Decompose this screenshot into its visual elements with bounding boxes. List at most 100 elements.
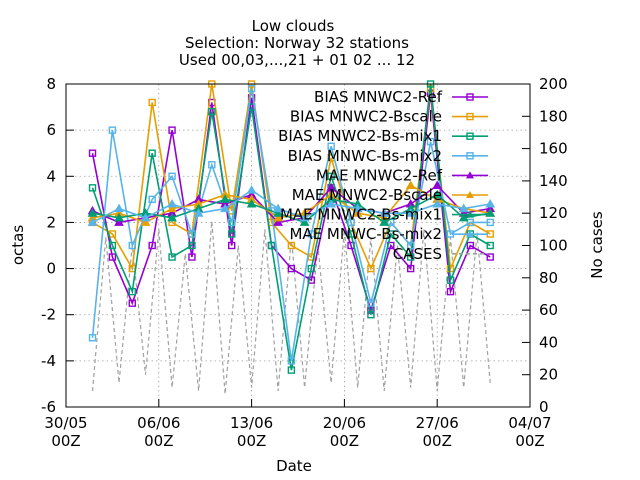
data-point [327,172,335,180]
data-point [220,203,230,213]
data-point [267,241,276,250]
y2-tick-label: 0 [539,398,549,416]
data-point [379,217,390,226]
data-point [108,126,117,134]
data-point [327,142,335,150]
data-point [108,253,117,261]
data-point [228,241,236,250]
data-point [140,217,151,226]
x-tick-label: 00Z [144,432,173,450]
legend-label: BIAS MNWC2-Bs-mix1 [278,127,442,145]
data-point [128,241,136,250]
legend-marker [466,171,474,179]
data-point [247,84,256,93]
data-point [406,264,415,273]
data-point [247,94,256,102]
data-point [352,203,363,213]
y-tick-label: -4 [41,352,56,370]
series-line [91,88,491,362]
y2-tick-label: 100 [539,237,568,255]
y2-tick-label: 40 [539,333,558,351]
y-axis: -6 -4 -2 0 2 4 6 8 [41,75,74,416]
data-point [405,208,416,217]
data-point [405,180,416,190]
series-cases [91,221,491,395]
y2-axis: 0 20 40 60 80 100 120 140 160 180 200 [522,75,568,416]
legend-label: MAE MNWC2-Ref [316,166,443,184]
data-point [193,208,204,217]
data-point [167,212,177,222]
data-point [486,230,494,238]
legend-marker [466,210,474,218]
cases-series [91,221,491,395]
x-tick-label: 00Z [237,432,266,450]
y2-axis-label: No cases [588,211,606,279]
y-axis-label: octas [9,225,27,265]
series-line [91,83,491,371]
data-point [128,299,136,307]
x-tick-label: 00Z [51,432,80,450]
y-tick-label: 8 [46,75,56,93]
data-point [228,230,236,238]
series-mae-mnwc2-bs-mix1 [87,189,496,226]
data-point [352,208,363,217]
x-tick-label: 06/06 [137,414,180,432]
data-point [367,264,375,273]
data-point [326,198,337,208]
data-point [246,185,257,194]
y2-tick-label: 140 [539,172,568,190]
x-axis: 30/0500Z06/0600Z13/0600Z20/0600Z27/0600Z… [44,399,552,450]
data-point [148,98,156,107]
data-point [432,189,443,199]
data-point [273,203,283,213]
x-tick-label: 13/06 [230,414,273,432]
data-point [379,208,390,217]
data-point [486,241,494,250]
data-point [273,212,283,222]
data-point [188,253,196,261]
data-point [485,198,496,208]
data-point [114,212,124,222]
data-point [458,212,469,222]
data-point [446,276,455,284]
legend-label: BIAS MNWC2-Bscale [290,108,442,126]
data-point [273,208,283,217]
series-line [91,93,491,313]
legend-marker [466,132,474,140]
data-point [114,217,124,226]
data-point [87,208,98,217]
data-point [88,184,97,192]
y-tick-label: -2 [41,306,56,324]
data-point [114,203,124,213]
data-point [140,212,151,222]
data-point [406,253,415,261]
chart-subtitle-line: Selection: Norway 32 stations [185,34,409,52]
data-point [299,217,310,226]
series-mae-mnwc-bs-mix2 [87,185,496,226]
data-point [246,198,257,208]
data-point [307,264,315,273]
data-point [208,161,216,169]
y-tick-label: 6 [46,121,56,139]
data-point [446,264,455,273]
x-tick-label: 00Z [423,432,452,450]
data-point [446,287,455,296]
data-point [287,357,296,365]
legend-label: BIAS MNWC-Bs-mix2 [288,147,442,165]
series-line [92,193,491,224]
data-point [168,126,176,134]
y2-tick-label: 60 [539,301,558,319]
data-point [108,230,117,238]
legend-marker [466,93,474,101]
legend-marker [466,230,474,238]
data-point [128,287,136,296]
y2-tick-label: 160 [539,140,568,158]
data-point [486,218,494,227]
data-point [287,264,296,273]
legend-marker [466,152,474,160]
chart-title-line: Low clouds [252,17,335,35]
data-point [208,107,216,116]
data-point [220,194,230,203]
